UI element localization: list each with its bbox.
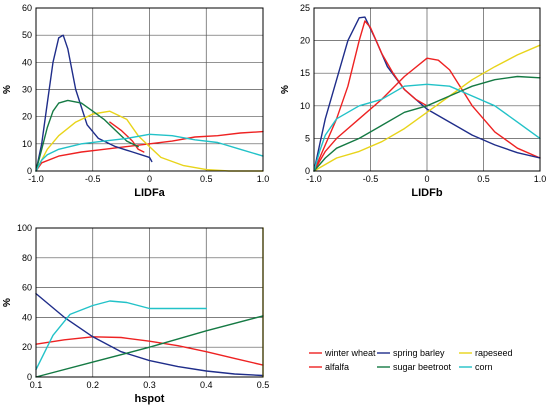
- y-tick-label: 5: [305, 133, 310, 143]
- legend: winter wheat spring barley rapeseed alfalfa…: [309, 348, 513, 372]
- series-line-rapeseed: [35, 110, 264, 172]
- plot-frame: [35, 227, 264, 378]
- y-tick-label: 60: [22, 283, 32, 293]
- legend-label: spring barley: [393, 348, 445, 358]
- x-axis-label: hspot: [135, 393, 165, 405]
- x-tick-label: 0.3: [143, 380, 156, 390]
- x-tick-label: 0: [147, 174, 152, 184]
- x-tick-label: 0.1: [30, 380, 43, 390]
- chart-lidfa: -1.0 -0.5 0 0.5 1.0 0 10 20 30 40 50 60 LIDFa%: [2, 3, 269, 199]
- y-axis-label: %: [2, 85, 13, 94]
- x-tick-label: 0.4: [200, 380, 213, 390]
- chart-lidfb: -1.0 -0.5 0 0.5 1.0 0 5 10 15 20 25 LIDFb%: [280, 3, 546, 199]
- series-line-sugar-beetroot: [313, 75, 541, 172]
- x-tick-label: -0.5: [85, 174, 101, 184]
- series-line-sugar-beetroot: [35, 315, 264, 378]
- x-tick-label: 1.0: [257, 174, 270, 184]
- y-tick-label: 10: [300, 101, 310, 111]
- y-tick-label: 0: [305, 166, 310, 176]
- x-tick-label: 0.5: [200, 174, 213, 184]
- y-tick-label: 0: [27, 166, 32, 176]
- y-tick-label: 10: [22, 139, 32, 149]
- series-line-alfalfa: [109, 121, 145, 153]
- x-axis-label: LIDFb: [411, 187, 442, 199]
- series-line-winter-wheat: [35, 130, 264, 172]
- y-axis-label: %: [2, 298, 13, 307]
- series-line-rapeseed: [313, 44, 541, 172]
- y-tick-label: 20: [22, 112, 32, 122]
- x-tick-label: 0.5: [477, 174, 490, 184]
- y-tick-label: 80: [22, 253, 32, 263]
- plot-frame: [313, 7, 541, 172]
- series-line-corn: [35, 133, 264, 172]
- x-tick-label: 1.0: [534, 174, 547, 184]
- x-tick-label: -1.0: [306, 174, 322, 184]
- legend-label: rapeseed: [475, 348, 513, 358]
- series-line-spring-barley: [35, 292, 264, 377]
- y-tick-label: 15: [300, 68, 310, 78]
- plot-frame: [35, 7, 264, 172]
- series-line-corn: [35, 300, 207, 371]
- x-tick-label: -0.5: [363, 174, 379, 184]
- series-line-winter-wheat: [35, 336, 264, 366]
- x-tick-label: 0: [424, 174, 429, 184]
- legend-label: corn: [475, 362, 493, 372]
- series-line-sugar-beetroot: [35, 99, 139, 172]
- series-line-alfalfa: [313, 20, 428, 172]
- y-tick-label: 40: [22, 312, 32, 322]
- series-line-spring-barley: [35, 34, 153, 172]
- x-tick-label: 0.5: [257, 380, 270, 390]
- y-tick-label: 25: [300, 3, 310, 13]
- legend-label: alfalfa: [325, 362, 349, 372]
- y-tick-label: 100: [17, 223, 32, 233]
- series-line-corn: [313, 83, 541, 172]
- y-tick-label: 50: [22, 30, 32, 40]
- y-tick-label: 60: [22, 3, 32, 13]
- chart-hspot: 0.1 0.2 0.3 0.4 0.5 0 20 40 60 80 100 hspot%: [2, 223, 269, 405]
- y-tick-label: 20: [300, 36, 310, 46]
- x-axis-label: LIDFa: [134, 187, 165, 199]
- series-line-winter-wheat: [313, 57, 541, 172]
- x-tick-label: 0.2: [86, 380, 99, 390]
- legend-label: winter wheat: [324, 348, 376, 358]
- y-tick-label: 30: [22, 85, 32, 95]
- y-tick-label: 40: [22, 57, 32, 67]
- y-tick-label: 20: [22, 342, 32, 352]
- x-tick-label: -1.0: [28, 174, 44, 184]
- y-axis-label: %: [280, 85, 291, 94]
- legend-label: sugar beetroot: [393, 362, 452, 372]
- y-tick-label: 0: [27, 372, 32, 382]
